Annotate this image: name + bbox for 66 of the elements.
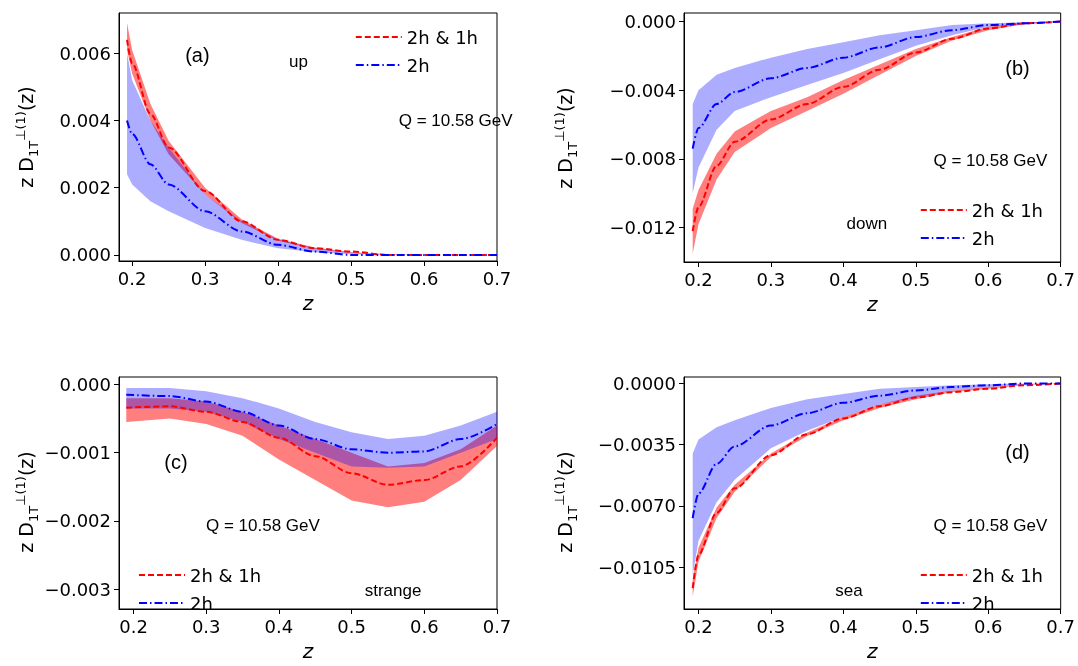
y-tick-label: −0.002 [44,510,111,532]
y-tick-label: −0.001 [44,442,111,464]
x-tick-label: 0.2 [119,615,148,637]
legend-label: 2h [971,227,995,249]
x-tick-label: 0.3 [190,267,220,289]
annotation: (a) [185,44,210,67]
y-tick-label: 0.000 [59,374,111,396]
x-tick-label: 0.2 [684,615,713,637]
x-tick-label: 0.5 [901,268,931,290]
annotation: (d) [1005,441,1030,463]
annotation: (c) [164,451,188,473]
x-axis-title: z [301,639,314,663]
y-tick-label: −0.0070 [597,495,676,517]
y-tick-label: −0.012 [609,217,676,239]
y-tick-label: 0.004 [59,110,111,132]
legend-label: 2h & 1h [190,564,262,586]
annotation: Q = 10.58 GeV [933,516,1049,535]
x-tick-label: 0.4 [263,267,293,289]
y-tick-label: −0.008 [609,148,676,170]
x-tick-label: 0.4 [829,615,858,637]
x-tick-label: 0.6 [973,615,1003,637]
y-tick-label: 0.000 [624,11,676,33]
annotation: Q = 10.58 GeV [205,516,321,535]
legend-label: 2h & 1h [971,199,1043,221]
x-tick-label: 0.5 [336,267,366,289]
line-series [125,393,498,454]
line-series [691,382,1062,520]
annotation: Q = 10.58 GeV [933,151,1049,171]
x-tick-label: 0.5 [901,615,931,637]
x-tick-label: 0.7 [482,267,512,289]
y-tick-label: −0.004 [609,79,676,101]
x-tick-label: 0.7 [1046,615,1076,637]
annotation: sea [835,581,864,600]
y-tick-label: −0.0035 [597,434,676,456]
y-tick-label: 0.002 [59,177,111,199]
x-tick-label: 0.3 [756,615,786,637]
annotation: up [289,51,309,71]
legend-label: 2h & 1h [971,564,1043,586]
x-tick-label: 0.6 [409,615,439,637]
y-tick-label: −0.0105 [597,556,676,578]
line-series [125,405,498,486]
x-tick-label: 0.6 [409,267,439,289]
legend-label: 2h & 1h [406,26,478,48]
line-series [691,20,1062,150]
x-tick-label: 0.3 [191,615,221,637]
y-tick-label: 0.000 [59,244,111,266]
x-tick-label: 0.4 [264,615,294,637]
x-tick-label: 0.3 [756,268,786,290]
y-tick-label: 0.006 [59,42,111,64]
legend-label: 2h [406,54,430,76]
x-tick-label: 0.7 [482,615,512,637]
x-axis-title: z [866,639,879,663]
x-axis-title: z [301,291,314,315]
x-tick-label: 0.4 [829,268,858,290]
y-tick-label: 0.0000 [613,372,676,394]
x-tick-label: 0.5 [337,615,366,637]
y-tick-label: −0.003 [44,578,111,600]
x-tick-label: 0.6 [973,268,1003,290]
annotation: down [846,213,888,233]
x-tick-label: 0.2 [117,267,147,289]
x-tick-label: 0.2 [684,268,713,290]
annotation: strange [364,581,422,600]
annotation: Q = 10.58 GeV [398,111,514,131]
x-axis-title: z [866,292,879,316]
x-tick-label: 0.7 [1046,268,1076,290]
annotation: (b) [1005,56,1030,79]
